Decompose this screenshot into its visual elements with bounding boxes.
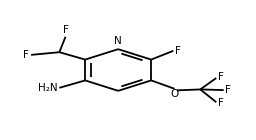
Text: N: N <box>114 36 122 46</box>
Text: F: F <box>62 25 68 35</box>
Text: F: F <box>225 85 231 95</box>
Text: F: F <box>218 98 224 108</box>
Text: F: F <box>218 72 224 82</box>
Text: F: F <box>23 50 29 60</box>
Text: O: O <box>171 89 179 99</box>
Text: F: F <box>175 46 181 56</box>
Text: H₂N: H₂N <box>38 83 57 93</box>
